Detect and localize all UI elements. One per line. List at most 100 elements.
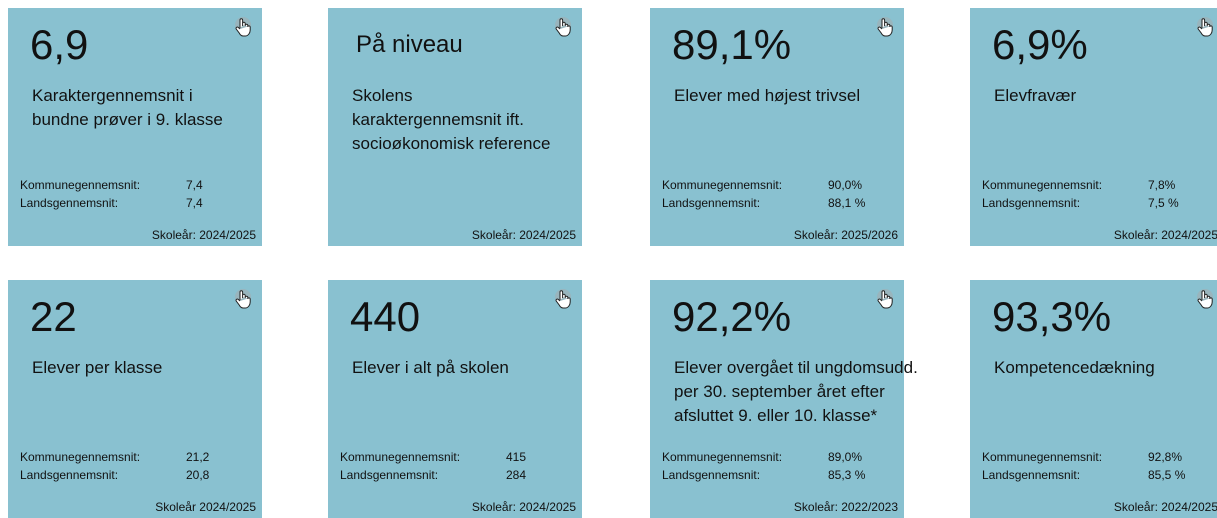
stat-value: 89,0% <box>828 450 863 464</box>
kpi-card[interactable]: 92,2% Elever overgået til ungdomsudd. per … <box>650 280 918 518</box>
stat-label: Kommunegennemsnit: <box>662 178 783 192</box>
kpi-value: 92,2% <box>672 293 792 340</box>
stat-value: 90,0% <box>828 178 863 192</box>
description-line: Elevfravær <box>994 86 1077 105</box>
stat-row: Kommunegennemsnit: 7,8% <box>982 176 1212 194</box>
kpi-description: Elever i alt på skolen <box>352 356 509 380</box>
kpi-card[interactable]: På niveau Skolens karaktergennemsnit ift. s… <box>328 8 582 246</box>
kpi-description: Elevfravær <box>994 84 1076 108</box>
stat-row: Kommunegennemsnit: 415 <box>340 448 570 466</box>
hand-icon <box>235 289 251 309</box>
school-year: Skoleår 2024/2025 <box>155 500 256 514</box>
description-line: Karaktergennemsnit i <box>32 86 193 105</box>
stat-row: Kommunegennemsnit: 89,0% <box>662 448 892 466</box>
kpi-description: Karaktergennemsnit i bundne prøver i 9. k… <box>32 84 223 132</box>
stat-row: Kommunegennemsnit: 7,4 <box>20 176 250 194</box>
stat-row: Landsgennemsnit: 88,1 % <box>662 194 892 212</box>
stat-label: Kommunegennemsnit: <box>340 450 461 464</box>
stat-label: Landsgennemsnit: <box>662 468 761 482</box>
stat-label: Landsgennemsnit: <box>20 196 119 210</box>
stat-row: Kommunegennemsnit: 92,8% <box>982 448 1212 466</box>
stats: Kommunegennemsnit: 90,0% Landsgennemsnit: 8… <box>662 176 892 212</box>
stats: Kommunegennemsnit: 7,4 Landsgennemsnit: 7,4 <box>20 176 250 212</box>
hand-icon-wrap <box>1194 288 1216 315</box>
stats: Kommunegennemsnit: 415 Landsgennemsnit: 284 <box>340 448 570 484</box>
kpi-card[interactable]: 6,9 Karaktergennemsnit i bundne prøver i 9… <box>8 8 262 246</box>
description-line: Kompetencedækning <box>994 358 1155 377</box>
stat-row: Kommunegennemsnit: 90,0% <box>662 176 892 194</box>
description-line: karaktergennemsnit ift. <box>352 110 524 129</box>
description-line: Elever med højest trivsel <box>674 86 861 105</box>
stats: Kommunegennemsnit: 89,0% Landsgennemsnit: 8… <box>662 448 892 484</box>
stat-label: Landsgennemsnit: <box>982 196 1081 210</box>
stat-label: Landsgennemsnit: <box>20 468 119 482</box>
kpi-card[interactable]: 440 Elever i alt på skolen Kommunegennemsn… <box>328 280 582 518</box>
description-line: bundne prøver i 9. klasse <box>32 110 223 129</box>
description-line: afsluttet 9. eller 10. klasse* <box>674 406 878 425</box>
stat-value: 85,5 % <box>1148 468 1186 482</box>
hand-icon-wrap <box>874 16 896 43</box>
school-year: Skoleår: 2024/2025 <box>1113 228 1217 242</box>
school-year: Skoleår: 2024/2025 <box>471 228 576 242</box>
description-line: socioøkonomisk reference <box>352 134 551 153</box>
hand-icon-wrap <box>232 16 254 43</box>
stat-value: 284 <box>506 468 527 482</box>
stats: Kommunegennemsnit: 7,8% Landsgennemsnit: 7,… <box>982 176 1212 212</box>
hand-icon <box>877 17 893 37</box>
kpi-value: 89,1% <box>672 21 792 68</box>
kpi-description: Elever per klasse <box>32 356 162 380</box>
hand-icon <box>1197 17 1213 37</box>
hand-icon-wrap <box>232 288 254 315</box>
kpi-value: 6,9 <box>30 21 89 68</box>
description-line: Elever i alt på skolen <box>352 358 509 377</box>
kpi-card[interactable]: 6,9% Elevfravær Kommunegennemsnit: 7,8% Land… <box>970 8 1217 246</box>
stat-row: Landsgennemsnit: 7,5 % <box>982 194 1212 212</box>
description-line: Skolens <box>352 86 413 105</box>
kpi-value: 22 <box>30 293 77 340</box>
stat-value: 85,3 % <box>828 468 866 482</box>
kpi-description: Skolens karaktergennemsnit ift. socioøkono… <box>352 84 550 156</box>
stat-label: Kommunegennemsnit: <box>982 450 1103 464</box>
description-line: per 30. september året efter <box>674 382 885 401</box>
kpi-description: Kompetencedækning <box>994 356 1155 380</box>
hand-icon-wrap <box>552 16 574 43</box>
hand-icon-wrap <box>552 288 574 315</box>
stat-value: 7,5 % <box>1148 196 1179 210</box>
school-year: Skoleår: 2024/2025 <box>471 500 576 514</box>
hand-icon-wrap <box>874 288 896 315</box>
stat-row: Kommunegennemsnit: 21,2 <box>20 448 250 466</box>
stat-row: Landsgennemsnit: 85,5 % <box>982 466 1212 484</box>
school-year: Skoleår: 2022/2023 <box>793 500 898 514</box>
kpi-description: Elever med højest trivsel <box>674 84 860 108</box>
stat-value: 7,4 <box>186 178 203 192</box>
stats: Kommunegennemsnit: 92,8% Landsgennemsnit: 8… <box>982 448 1212 484</box>
stat-label: Kommunegennemsnit: <box>20 178 141 192</box>
stat-label: Kommunegennemsnit: <box>662 450 783 464</box>
stat-label: Kommunegennemsnit: <box>982 178 1103 192</box>
stat-label: Landsgennemsnit: <box>982 468 1081 482</box>
kpi-value: 440 <box>350 293 421 340</box>
kpi-description: Elever overgået til ungdomsudd. per 30. s… <box>674 356 918 428</box>
hand-icon <box>235 17 251 37</box>
description-line: Elever overgået til ungdomsudd. <box>674 358 918 377</box>
kpi-value: 93,3% <box>992 293 1112 340</box>
stat-value: 7,4 <box>186 196 203 210</box>
hand-icon <box>555 17 571 37</box>
hand-icon <box>877 289 893 309</box>
hand-icon-wrap <box>1194 16 1216 43</box>
stat-row: Landsgennemsnit: 284 <box>340 466 570 484</box>
kpi-card[interactable]: 22 Elever per klasse Kommunegennemsnit: 21,… <box>8 280 262 518</box>
stat-value: 21,2 <box>186 450 210 464</box>
kpi-card[interactable]: 89,1% Elever med højest trivsel Kommunegen… <box>650 8 904 246</box>
kpi-card[interactable]: 93,3% Kompetencedækning Kommunegennemsnit:… <box>970 280 1217 518</box>
stat-label: Landsgennemsnit: <box>662 196 761 210</box>
stat-row: Landsgennemsnit: 85,3 % <box>662 466 892 484</box>
kpi-value: På niveau <box>356 31 463 58</box>
stat-value: 7,8% <box>1148 178 1176 192</box>
hand-icon <box>555 289 571 309</box>
stat-value: 20,8 <box>186 468 210 482</box>
hand-icon <box>1197 289 1213 309</box>
stat-label: Kommunegennemsnit: <box>20 450 141 464</box>
